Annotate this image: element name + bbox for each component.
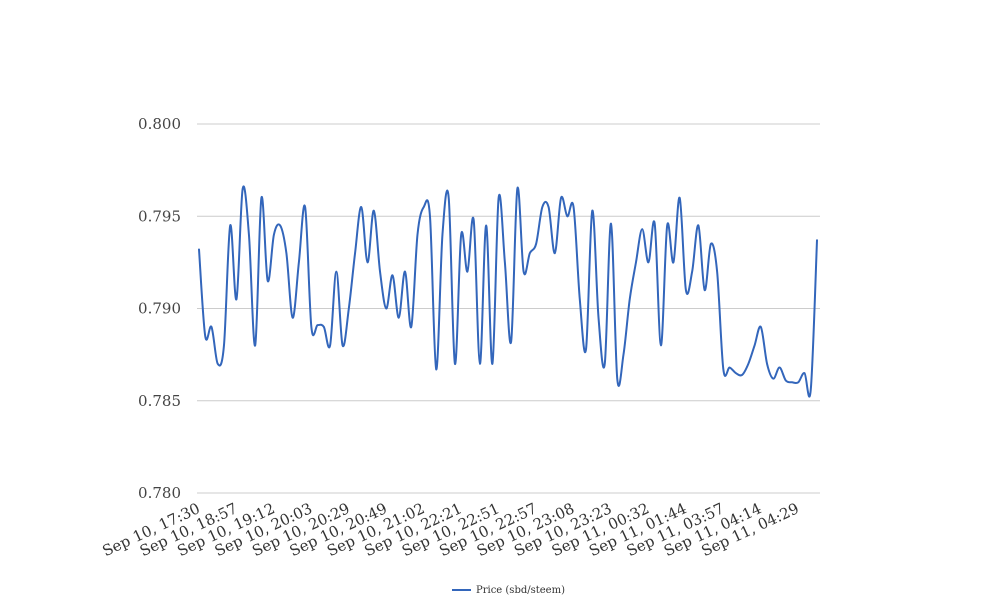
y-tick-label: 0.785: [138, 392, 181, 410]
y-tick-label: 0.800: [138, 115, 181, 133]
y-axis-ticks: 0.800 0.795 0.790 0.785 0.780: [138, 115, 181, 502]
y-tick-label: 0.780: [138, 484, 181, 502]
legend-label: Price (sbd/steem): [476, 585, 565, 596]
y-tick-label: 0.795: [138, 207, 181, 225]
y-tick-label: 0.790: [138, 300, 181, 318]
series-line-price: [198, 185, 818, 398]
legend[interactable]: Price (sbd/steem): [452, 585, 565, 596]
